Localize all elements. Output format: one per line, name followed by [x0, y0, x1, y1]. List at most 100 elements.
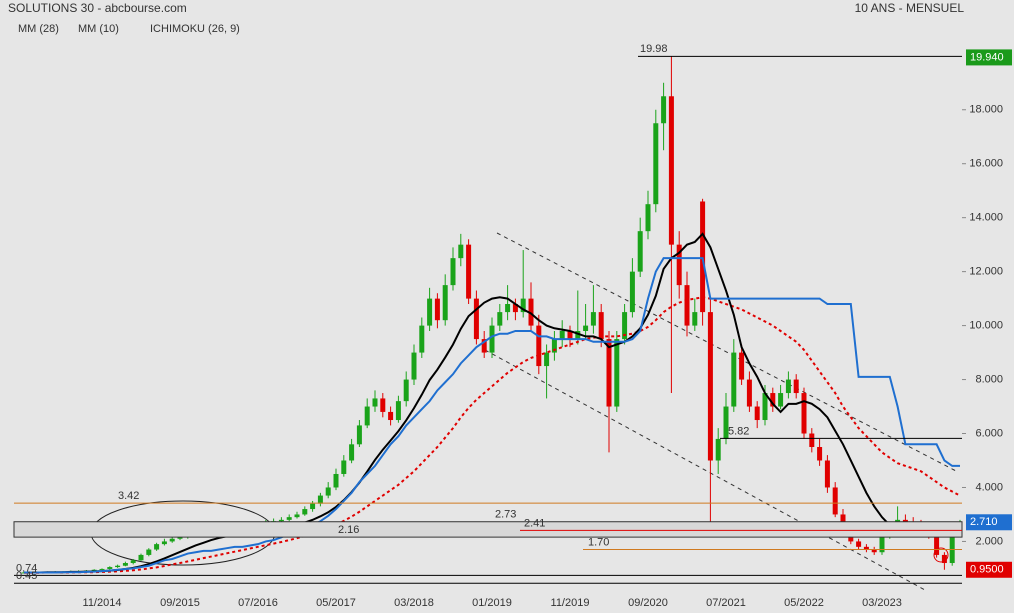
candle-body	[333, 473, 339, 488]
price-tag-label: 2.710	[970, 516, 998, 528]
candle-body	[700, 201, 706, 313]
y-tick-label: 14.000	[969, 212, 1003, 224]
legend-label: ICHIMOKU (26, 9)	[150, 23, 240, 35]
candle-body	[762, 393, 768, 421]
level-label: 1.70	[588, 536, 609, 548]
candle-body	[661, 96, 667, 124]
candle-body	[325, 487, 331, 496]
candle-body	[809, 433, 815, 448]
candle-body	[427, 298, 433, 326]
candle-body	[770, 393, 776, 407]
candle-body	[512, 304, 518, 313]
y-tick-label: 10.000	[969, 320, 1003, 332]
candle-body	[824, 460, 830, 488]
y-tick-label: 16.000	[969, 158, 1003, 170]
x-tick-label: 09/2015	[160, 597, 200, 609]
candle-body	[692, 312, 698, 326]
candle-body	[832, 487, 838, 515]
level-label: 3.42	[118, 490, 139, 502]
candle-body	[356, 425, 362, 445]
candle-body	[840, 514, 846, 528]
candle-body	[388, 411, 394, 421]
y-tick-label: 18.000	[969, 104, 1003, 116]
x-tick-label: 09/2020	[628, 597, 668, 609]
zone-label: 2.73	[495, 509, 516, 521]
plot	[21, 56, 963, 574]
candle-body	[302, 509, 308, 515]
candle-body	[450, 258, 456, 286]
candle-body	[317, 495, 323, 504]
candle-body	[746, 379, 752, 407]
candle-body	[668, 96, 674, 245]
ma-line	[24, 257, 960, 574]
candle-body	[497, 312, 503, 326]
candle-body	[629, 271, 635, 313]
candle-body	[403, 379, 409, 402]
candle-body	[380, 398, 386, 412]
candle-body	[294, 514, 300, 518]
candle-body	[349, 444, 355, 461]
candle-body	[341, 460, 347, 474]
ma-line	[24, 232, 961, 574]
candle-body	[801, 393, 807, 434]
candle-body	[941, 554, 947, 564]
candle-body	[676, 244, 682, 286]
candle-body	[520, 298, 526, 313]
candle-body	[505, 304, 511, 313]
candle-body	[645, 204, 651, 232]
x-tick-label: 07/2016	[238, 597, 278, 609]
price-tag	[966, 49, 1012, 66]
level-label: 2.41	[524, 517, 545, 529]
x-tick-label: 05/2022	[784, 597, 824, 609]
candle-body	[161, 541, 167, 545]
candle-body	[364, 406, 370, 426]
candle-body	[637, 231, 643, 272]
candle-body	[856, 541, 862, 547]
candle-body	[567, 330, 573, 340]
x-tick-label: 01/2019	[472, 597, 512, 609]
candle-body	[871, 549, 877, 553]
candle-body	[115, 565, 121, 568]
candle-body	[785, 379, 791, 394]
candle-body	[902, 519, 908, 523]
price-tag-label: 0.9500	[970, 564, 1004, 576]
ma-line	[24, 296, 961, 574]
level-label: 19.98	[640, 43, 668, 55]
candle-body	[817, 447, 823, 461]
x-tick-label: 07/2021	[706, 597, 746, 609]
candle-body	[481, 339, 487, 353]
y-tick-label: 12.000	[969, 266, 1003, 278]
candle-body	[489, 325, 495, 353]
chart-subtitle: 10 ANS - MENSUEL	[855, 1, 965, 15]
candle-body	[731, 352, 737, 407]
chart-title: SOLUTIONS 30 - abcbourse.com	[8, 1, 187, 15]
candle-body	[614, 339, 620, 407]
candle-body	[739, 352, 745, 380]
x-tick-label: 05/2017	[316, 597, 356, 609]
x-tick-label: 03/2023	[862, 597, 902, 609]
x-tick-label: 11/2019	[551, 597, 590, 609]
candle-body	[107, 567, 113, 569]
candle-body	[684, 285, 690, 326]
candle-body	[122, 563, 128, 566]
candle-body	[606, 339, 612, 407]
candle-body	[411, 352, 417, 380]
candle-body	[154, 544, 160, 550]
candle-body	[863, 546, 869, 550]
candle-body	[949, 533, 955, 564]
candle-body	[138, 554, 144, 561]
zone-label: 2.16	[338, 524, 359, 536]
candle-body	[169, 538, 175, 542]
candle-body	[458, 244, 464, 259]
candle-body	[372, 398, 378, 407]
legend-label: MM (28)	[18, 23, 59, 35]
candle-body	[536, 325, 542, 367]
candle-body	[544, 352, 550, 367]
candle-body	[934, 533, 940, 555]
price-tag-label: 19.940	[970, 51, 1004, 63]
candle-body	[528, 298, 534, 326]
candle-body	[653, 123, 659, 205]
candle-body	[146, 549, 152, 555]
candle-body	[778, 393, 784, 407]
